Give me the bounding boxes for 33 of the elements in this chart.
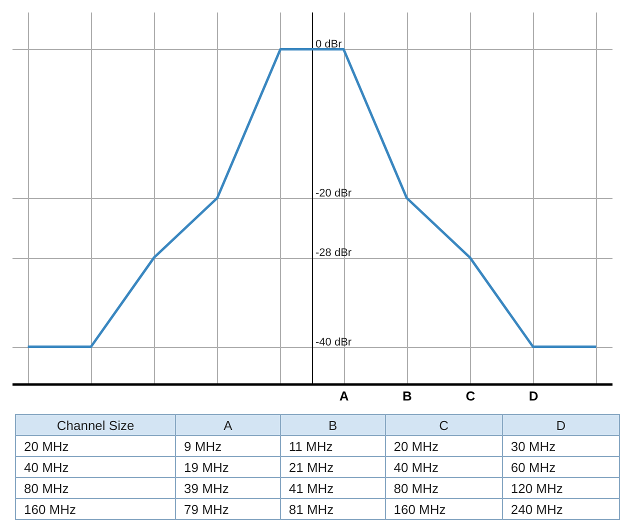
y-tick-label: -40 dBr: [316, 336, 352, 348]
x-tick-label: D: [528, 388, 538, 404]
text: 80 MHz: [385, 478, 502, 498]
y-tick-label: 0 dBr: [316, 38, 342, 51]
text: C: [385, 414, 502, 436]
text: 79 MHz: [176, 498, 280, 520]
text: 240 MHz: [502, 498, 620, 520]
text: 40 MHz: [385, 456, 502, 478]
text: 11 MHz: [280, 436, 386, 456]
x-tick-label: A: [339, 388, 350, 404]
text: 39 MHz: [176, 478, 280, 498]
text: D: [502, 414, 620, 436]
text: 81 MHz: [280, 498, 386, 520]
text: 160 MHz: [16, 498, 176, 520]
x-tick-label: B: [402, 388, 412, 404]
x-tick-label: C: [466, 388, 476, 404]
text: 40 MHz: [16, 456, 176, 478]
text: 41 MHz: [280, 478, 386, 498]
text: Channel Size: [16, 414, 176, 436]
y-tick-label: -28 dBr: [316, 247, 352, 260]
text: 80 MHz: [16, 478, 176, 498]
text: 9 MHz: [176, 436, 280, 456]
text: B: [280, 414, 386, 436]
text: 30 MHz: [502, 436, 620, 456]
text: 160 MHz: [385, 498, 502, 520]
text: 21 MHz: [280, 456, 386, 478]
text: 60 MHz: [502, 456, 620, 478]
text: 20 MHz: [16, 436, 176, 456]
y-tick-label: -20 dBr: [316, 188, 352, 200]
text: 20 MHz: [385, 436, 502, 456]
text: A: [176, 414, 280, 436]
text: 19 MHz: [176, 456, 280, 478]
text: 120 MHz: [502, 478, 620, 498]
